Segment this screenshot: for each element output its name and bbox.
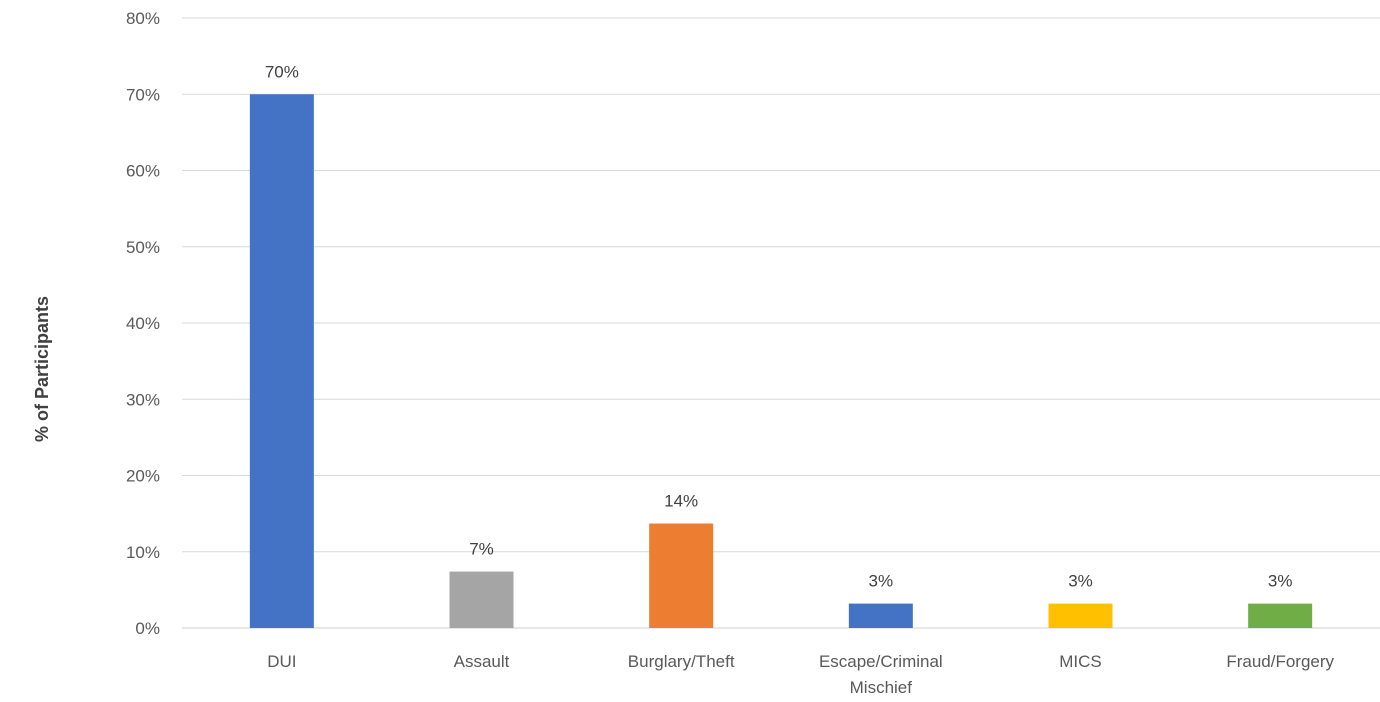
x-category-label: DUI — [267, 652, 296, 671]
y-tick-label: 30% — [126, 390, 160, 409]
data-label: 3% — [869, 572, 894, 591]
data-label: 7% — [469, 540, 494, 559]
y-tick-label: 50% — [126, 238, 160, 257]
y-tick-label: 70% — [126, 85, 160, 104]
x-axis-categories: DUI Assault Burglary/Theft Escape/Criminal M… — [267, 652, 1334, 697]
bars — [249, 94, 1313, 628]
y-tick-label: 60% — [126, 162, 160, 181]
data-label: 14% — [664, 492, 698, 511]
y-axis-title: % of Participants — [32, 296, 52, 442]
x-category-label: Assault — [454, 652, 510, 671]
x-category-label: Burglary/Theft — [628, 652, 735, 671]
x-category-label: MICS — [1059, 652, 1102, 671]
bar — [249, 94, 314, 628]
bar — [848, 603, 913, 628]
bar — [649, 523, 714, 628]
bar — [1248, 603, 1313, 628]
x-category-label: Escape/Criminal — [819, 652, 943, 671]
y-tick-label: 40% — [126, 314, 160, 333]
y-tick-label: 20% — [126, 467, 160, 486]
x-category-label: Fraud/Forgery — [1226, 652, 1334, 671]
bar — [1048, 603, 1113, 628]
y-tick-label: 10% — [126, 543, 160, 562]
data-label: 3% — [1068, 572, 1093, 591]
y-axis-ticks: 0% 10% 20% 30% 40% 50% 60% 70% 80% — [126, 9, 160, 638]
data-labels: 70% 7% 14% 3% 3% 3% — [265, 62, 1293, 590]
data-label: 3% — [1268, 572, 1293, 591]
y-tick-label: 0% — [135, 619, 160, 638]
x-category-label: Mischief — [850, 678, 913, 697]
bar — [449, 571, 514, 628]
data-label: 70% — [265, 62, 299, 81]
y-tick-label: 80% — [126, 9, 160, 28]
gridlines — [182, 17, 1380, 629]
